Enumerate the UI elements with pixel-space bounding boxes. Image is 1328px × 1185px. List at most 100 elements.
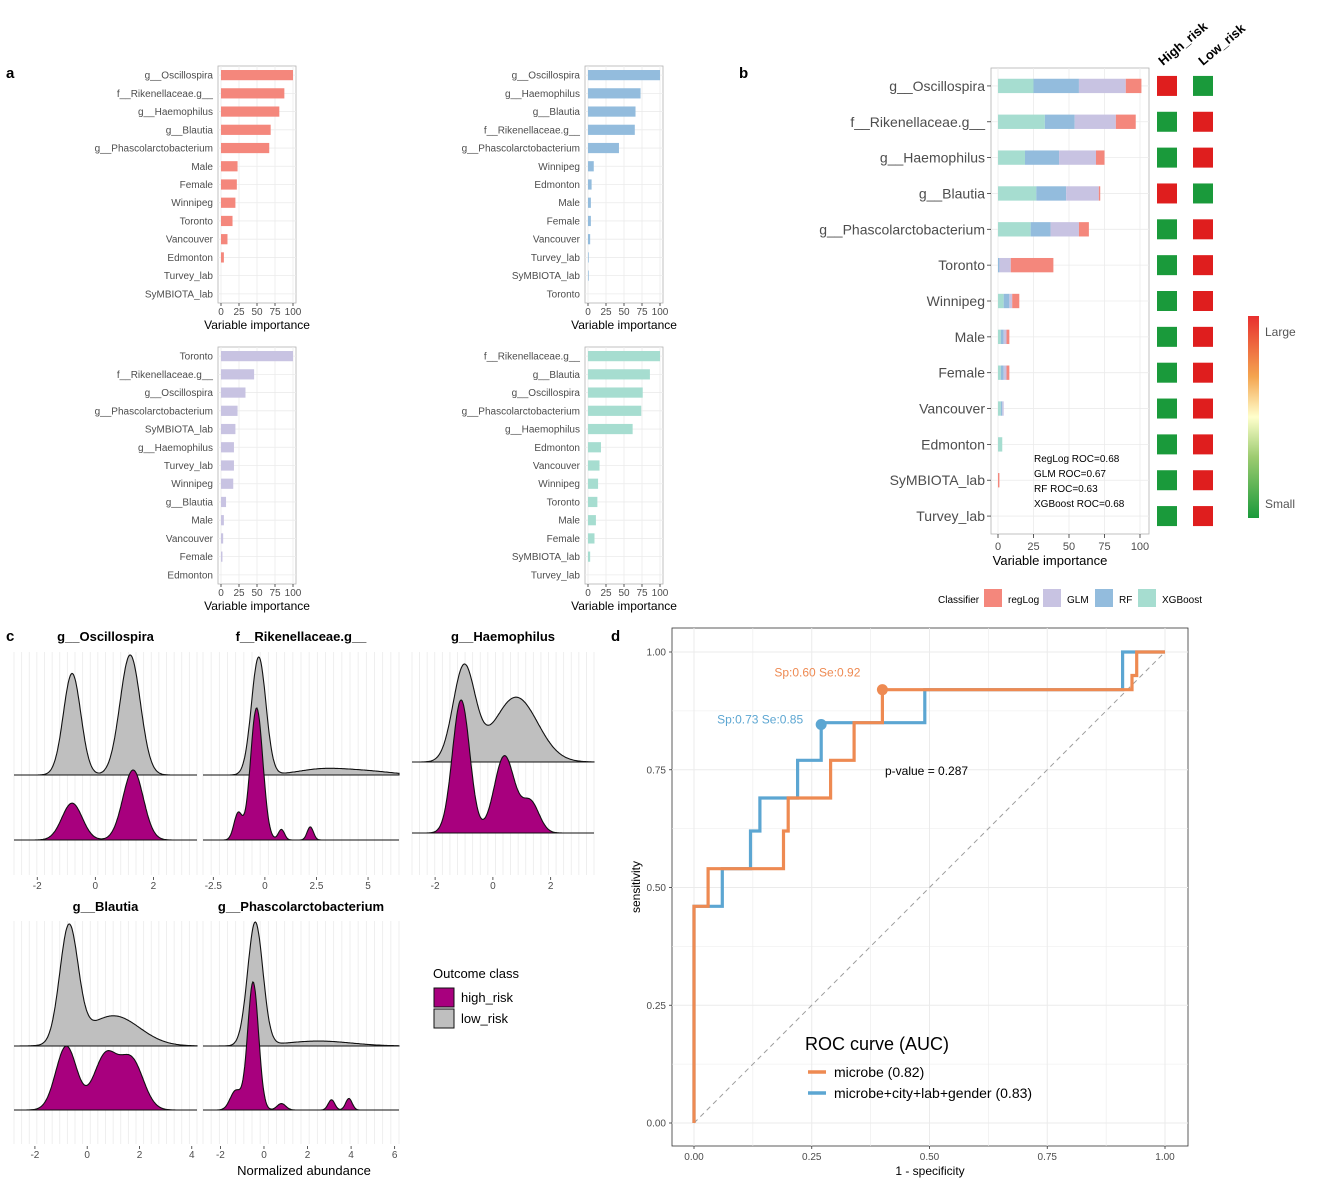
bar-segment-regLog	[1098, 186, 1101, 201]
category-label: Male	[191, 516, 213, 527]
panel-d-roc-curves: Sp:0.60 Se:0.92 Sp:0.73 Se:0.85 p-value = …	[629, 627, 1189, 1178]
bar	[588, 460, 600, 471]
heatmap-cell-high-risk	[1157, 362, 1177, 383]
heatmap-cell-low-risk	[1193, 398, 1213, 419]
diagonal-reference	[693, 651, 1166, 1124]
x-tick-label: 0	[261, 1150, 267, 1161]
category-label: g__Blautia	[166, 125, 214, 136]
category-label: f__Rikenellaceae.g__	[484, 125, 581, 136]
category-label: g__Haemophilus	[505, 425, 580, 436]
category-label: g__Oscillospira	[512, 71, 581, 82]
x-axis-title: Normalized abundance	[237, 1163, 371, 1178]
bar-segment-GLM	[1078, 78, 1126, 94]
legend-label-XGBoost: XGBoost	[1162, 595, 1202, 606]
colorbar-label-small: Small	[1265, 497, 1295, 511]
bar	[588, 515, 596, 526]
bar	[588, 369, 650, 380]
x-tick-label: 50	[618, 307, 630, 318]
bar	[588, 387, 643, 398]
category-label: g__Phascolarctobacterium	[819, 221, 985, 237]
x-tick-label: -2.5	[205, 881, 223, 892]
y-tick-label: 1.00	[647, 648, 667, 659]
category-label: SyMBIOTA_lab	[145, 425, 214, 436]
x-tick-label: 0	[995, 541, 1001, 553]
category-label: g__Phascolarctobacterium	[95, 144, 213, 155]
x-tick-label: 100	[652, 588, 669, 599]
ridge-title: g__Oscillospira	[57, 629, 155, 644]
bar	[221, 161, 238, 172]
panel-label-a: a	[6, 65, 15, 82]
category-label: g__Blautia	[533, 107, 581, 118]
x-tick-label: 25	[233, 588, 245, 599]
bar-segment-XGBoost	[998, 401, 1001, 416]
x-tick-label: 100	[285, 588, 302, 599]
density-high-risk	[203, 981, 399, 1111]
category-label: g__Oscillospira	[889, 78, 985, 94]
heatmap-cell-high-risk	[1157, 506, 1177, 527]
bar	[588, 351, 660, 362]
x-tick-label: 2.5	[310, 881, 324, 892]
category-label: Winnipeg	[927, 293, 985, 309]
bar-segment-XGBoost	[998, 78, 1034, 94]
category-label: g__Oscillospira	[145, 71, 214, 82]
bar	[588, 88, 641, 99]
bar-segment-RF	[1003, 293, 1010, 309]
ridge-subplot: g__Phascolarctobacterium -2 0 2 4 6	[202, 899, 400, 1161]
optimal-point	[876, 684, 888, 696]
bar	[221, 70, 293, 81]
x-tick-label: 75	[269, 588, 281, 599]
category-label: Female	[547, 216, 581, 227]
heatmap-cell-high-risk	[1157, 183, 1177, 204]
bar-segment-XGBoost	[998, 437, 1003, 452]
bar	[221, 234, 228, 245]
legend-label-low-risk: low_risk	[461, 1011, 508, 1026]
panel-label-c: c	[6, 628, 14, 645]
panel-a-importance-charts: g__Oscillospira f__Rikenellaceae.g__ g__Ha…	[95, 65, 677, 613]
category-label: Male	[558, 516, 580, 527]
bar	[221, 496, 227, 508]
category-label: g__Phascolarctobacterium	[462, 406, 580, 417]
ridge-title: g__Haemophilus	[451, 629, 555, 644]
bar-segment-regLog	[1078, 222, 1089, 237]
category-label: g__Haemophilus	[505, 89, 580, 100]
category-label: Edmonton	[534, 180, 580, 191]
legend-key-XGBoost	[1138, 589, 1156, 607]
bar-segment-XGBoost	[998, 329, 1001, 345]
roc-annotation: RF ROC=0.63	[1034, 484, 1098, 495]
x-tick-label: 1.00	[1155, 1152, 1175, 1163]
heatmap-cell-high-risk	[1157, 398, 1177, 419]
bar-segment-RF	[1036, 186, 1067, 201]
density-low-risk	[14, 923, 198, 1047]
category-label: Vancouver	[533, 235, 581, 246]
heatmap-cell-low-risk	[1193, 434, 1213, 455]
roc-curve	[692, 650, 1165, 1123]
x-tick-label: 0	[218, 588, 224, 599]
bar	[221, 179, 237, 190]
category-label: g__Phascolarctobacterium	[95, 406, 213, 417]
bar	[221, 515, 224, 526]
x-axis-title: Variable importance	[204, 318, 310, 332]
bar-segment-regLog	[1012, 293, 1020, 309]
legend-key-regLog	[984, 589, 1002, 607]
bar	[588, 551, 591, 562]
x-tick-label: 2	[137, 1150, 143, 1161]
x-tick-label: -2	[216, 1150, 225, 1161]
legend-label-RF: RF	[1119, 595, 1132, 606]
category-label: g__Haemophilus	[138, 107, 213, 118]
bar-segment-XGBoost	[998, 222, 1031, 237]
heatmap-cell-low-risk	[1193, 470, 1213, 491]
density-high-risk	[412, 699, 594, 834]
x-tick-label: 0.00	[684, 1152, 704, 1163]
x-tick-label: 50	[251, 588, 263, 599]
category-label: g__Haemophilus	[880, 150, 985, 166]
x-tick-label: 100	[1131, 541, 1149, 553]
category-label: Toronto	[938, 257, 985, 273]
bar-segment-regLog	[1125, 78, 1142, 94]
legend-key-low-risk	[433, 1008, 455, 1029]
bar-segment-regLog	[1006, 329, 1010, 345]
bar	[221, 142, 270, 154]
x-axis-title: 1 - specificity	[895, 1164, 964, 1178]
heatmap-cell-high-risk	[1157, 434, 1177, 455]
density-high-risk	[14, 1045, 197, 1111]
category-label: Male	[955, 329, 986, 345]
